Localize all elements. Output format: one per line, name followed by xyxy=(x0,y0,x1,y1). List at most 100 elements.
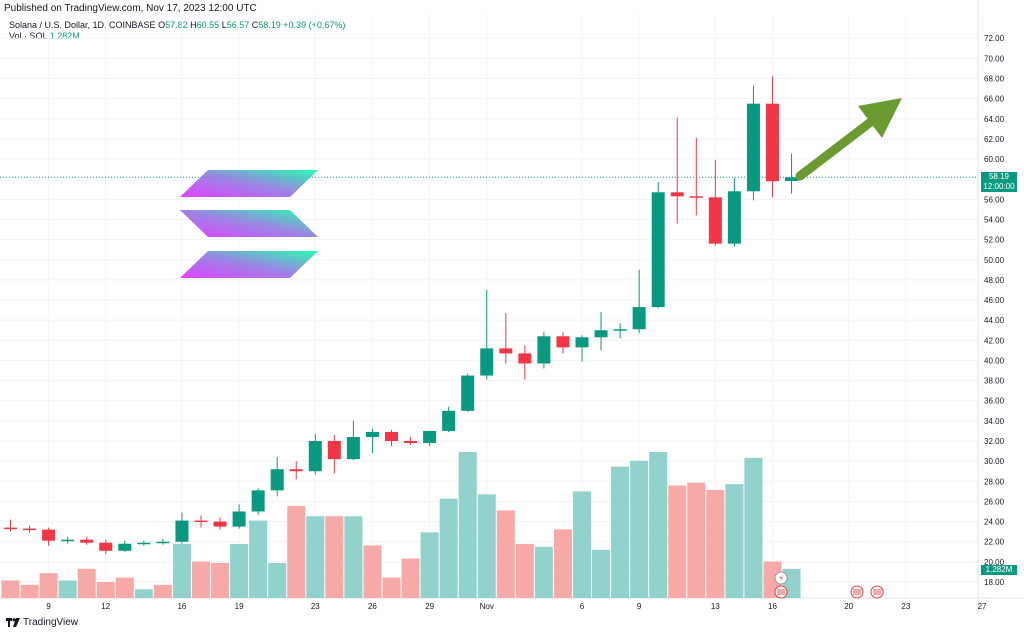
candle-body xyxy=(346,436,360,460)
candle-body xyxy=(480,348,494,376)
volume-bar xyxy=(1,580,20,598)
candle[interactable] xyxy=(327,434,341,474)
candle[interactable] xyxy=(766,76,779,198)
price-tick-label: 52.00 xyxy=(984,236,1005,245)
candle[interactable] xyxy=(499,313,513,364)
candle[interactable] xyxy=(213,517,227,530)
candle[interactable] xyxy=(4,519,17,532)
candle[interactable] xyxy=(689,137,703,216)
volume-bar xyxy=(630,460,649,598)
candle-body xyxy=(61,539,75,542)
candle[interactable] xyxy=(423,430,437,447)
volume-bar xyxy=(268,562,287,598)
volume-bar xyxy=(363,545,382,598)
candle[interactable] xyxy=(156,538,170,545)
candle[interactable] xyxy=(785,153,799,194)
flash-icon[interactable]: ⚡ xyxy=(774,571,788,585)
volume-bar xyxy=(287,506,306,598)
volume-bar xyxy=(515,543,534,598)
candle-body xyxy=(746,103,760,192)
time-tick-label: 19 xyxy=(235,602,244,611)
candle[interactable] xyxy=(232,504,246,529)
candle-body xyxy=(251,490,265,512)
candle[interactable] xyxy=(251,488,265,515)
candle[interactable] xyxy=(23,525,37,533)
price-tick-label: 64.00 xyxy=(984,115,1005,124)
time-tick-label: 9 xyxy=(637,602,642,611)
volume-bars xyxy=(1,452,801,598)
candle[interactable] xyxy=(289,461,303,480)
price-tick-label: 18.00 xyxy=(984,578,1005,587)
candle[interactable] xyxy=(632,269,646,334)
candle-body xyxy=(651,192,665,308)
candle[interactable] xyxy=(80,536,94,545)
tradingview-footer[interactable]: TradingView xyxy=(6,617,78,628)
candle[interactable] xyxy=(518,345,532,380)
time-tick-label: 13 xyxy=(711,602,720,611)
candle[interactable] xyxy=(118,540,132,552)
price-tick-label: 60.00 xyxy=(984,155,1005,164)
candle[interactable] xyxy=(594,312,608,351)
price-tick-label: 20.00 xyxy=(984,558,1005,567)
volume-bar xyxy=(458,452,477,598)
price-tick-label: 66.00 xyxy=(984,95,1005,104)
candle[interactable] xyxy=(99,539,113,554)
candle[interactable] xyxy=(613,323,627,339)
candle[interactable] xyxy=(442,406,456,432)
symbol-legend: Solana / U.S. Dollar, 1D, COINBASE O57.8… xyxy=(9,20,345,30)
volume-bar xyxy=(706,489,725,598)
last-volume-tag: 1.282M xyxy=(981,564,1017,575)
price-tick-label: 72.00 xyxy=(984,34,1005,43)
candle[interactable] xyxy=(346,420,360,461)
candle[interactable] xyxy=(746,85,760,201)
candle[interactable] xyxy=(556,332,570,354)
us-flag-icon[interactable] xyxy=(774,585,788,599)
candle[interactable] xyxy=(708,160,722,246)
candle[interactable] xyxy=(404,436,418,446)
time-tick-label: 16 xyxy=(768,602,777,611)
candle-body xyxy=(499,348,513,354)
price-tick-label: 30.00 xyxy=(984,457,1005,466)
time-tick-label: 16 xyxy=(177,602,186,611)
price-tick-label: 26.00 xyxy=(984,497,1005,506)
solana-logo-icon xyxy=(180,170,318,278)
volume-bar xyxy=(382,577,401,598)
candle[interactable] xyxy=(365,428,379,454)
us-flag-icon[interactable] xyxy=(870,585,884,599)
candle[interactable] xyxy=(651,182,665,309)
candle-body xyxy=(118,543,132,551)
candle[interactable] xyxy=(727,178,741,247)
candle[interactable] xyxy=(670,117,684,224)
price-tick-label: 32.00 xyxy=(984,437,1005,446)
price-tick-label: 68.00 xyxy=(984,75,1005,84)
candle[interactable] xyxy=(194,515,208,528)
volume-bar xyxy=(649,452,668,598)
candle[interactable] xyxy=(42,527,56,546)
change-value: +0.39 (+0.67%) xyxy=(283,20,346,30)
candle[interactable] xyxy=(270,457,284,497)
candle[interactable] xyxy=(137,540,151,546)
volume-bar xyxy=(401,558,420,598)
open-label: O xyxy=(158,20,166,30)
us-flag-icon[interactable] xyxy=(850,585,864,599)
price-tick-label: 34.00 xyxy=(984,417,1005,426)
time-tick-label: 23 xyxy=(901,602,910,611)
candle[interactable] xyxy=(461,373,475,412)
candle[interactable] xyxy=(575,335,589,362)
last-price-tag: 58.19 12:00:00 xyxy=(981,172,1017,193)
candle[interactable] xyxy=(537,332,551,369)
volume-bar xyxy=(249,520,268,598)
close-label: C xyxy=(251,20,259,30)
candle-body xyxy=(442,410,456,431)
candle[interactable] xyxy=(175,512,189,544)
candle[interactable] xyxy=(61,536,75,544)
candle[interactable] xyxy=(308,433,322,475)
volume-bar xyxy=(211,562,230,598)
candle-body xyxy=(99,542,113,551)
volume-legend-value: 1.282M xyxy=(49,31,80,41)
price-tick-label: 42.00 xyxy=(984,336,1005,345)
volume-bar xyxy=(744,457,763,598)
candle[interactable] xyxy=(480,289,494,380)
candle[interactable] xyxy=(385,429,398,447)
